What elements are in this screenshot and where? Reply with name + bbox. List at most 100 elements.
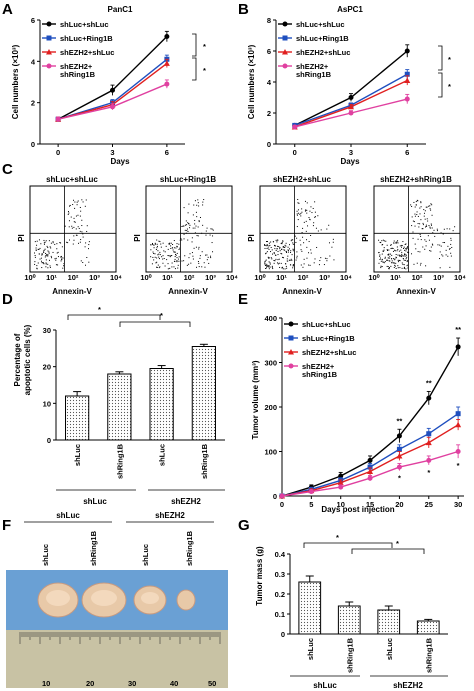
flow-event-dot (267, 256, 269, 258)
flow-event-dot (62, 267, 64, 269)
flow-event-dot (296, 257, 298, 259)
flow-event-dot (398, 250, 400, 252)
flow-event-dot (411, 225, 413, 227)
panel-e-data-point (455, 421, 462, 428)
flow-event-dot (155, 243, 157, 245)
panel-a-data-point (163, 60, 170, 66)
flow-event-dot (185, 220, 187, 222)
panel-a-data-point (110, 104, 115, 110)
panel-e-ytick-label: 300 (264, 359, 277, 368)
panel-f-lane-4: shRing1B (185, 530, 194, 566)
flow-event-dot (156, 247, 158, 249)
flow-event-dot (68, 226, 70, 228)
flow-event-dot (401, 267, 403, 269)
flow-event-dot (397, 242, 399, 244)
flow-event-dot (203, 262, 205, 264)
ruler-label-40: 40 (170, 679, 178, 688)
panel-a-xlabel: Days (110, 157, 130, 166)
panel-a-data-point (55, 116, 61, 122)
flow-xtick-label: 10⁴ (340, 273, 352, 282)
panel-g-group-1: shLuc (313, 681, 337, 690)
panel-d-sig-1: * (98, 305, 101, 314)
flow-event-dot (266, 244, 268, 246)
panel-d-bar (191, 346, 216, 441)
flow-event-dot (289, 259, 291, 261)
flow-event-dot (277, 254, 279, 256)
flow-event-dot (88, 241, 90, 243)
flow-event-dot (189, 253, 191, 255)
flow-event-dot (394, 258, 396, 260)
flow-event-dot (426, 225, 428, 227)
flow-event-dot (271, 249, 273, 251)
flow-event-dot (430, 223, 432, 225)
flow-event-dot (305, 209, 307, 211)
flow-event-dot (88, 244, 90, 246)
flow-event-dot (300, 212, 302, 214)
flow-event-dot (430, 203, 432, 205)
panel-a-legend-label: shEZH2+shLuc (60, 48, 114, 57)
flow-event-dot (184, 255, 186, 257)
flow-event-dot (41, 253, 43, 255)
flow-event-dot (296, 210, 298, 212)
flow-event-dot (450, 237, 452, 239)
flow-event-dot (79, 230, 81, 232)
panel-b-ytick-label: 4 (267, 78, 272, 87)
flow-event-dot (275, 239, 277, 241)
panel-a-legend-label: shLuc+Ring1B (60, 34, 113, 43)
flow-event-dot (388, 257, 390, 259)
flow-event-dot (422, 222, 424, 224)
flow-event-dot (183, 207, 185, 209)
flow-event-dot (41, 262, 43, 264)
flow-event-dot (379, 257, 381, 259)
flow-event-dot (163, 258, 165, 260)
flow-event-dot (40, 260, 42, 262)
flow-event-dot (412, 237, 414, 239)
flow-event-dot (419, 264, 421, 266)
panel-a-data-point (110, 87, 115, 93)
flow-event-dot (77, 200, 79, 202)
flow-event-dot (295, 259, 297, 261)
flow-event-dot (264, 263, 266, 265)
flow-event-dot (173, 240, 175, 242)
flow-event-dot (401, 246, 403, 248)
flow-event-dot (270, 247, 272, 249)
flow-event-dot (417, 238, 419, 240)
panel-d-ytick-label: 10 (43, 399, 51, 408)
flow-event-dot (292, 239, 294, 241)
flow-event-dot (310, 252, 312, 254)
panel-letter-e: E (238, 291, 248, 308)
panel-b-ytick-label: 8 (267, 16, 271, 25)
flow-event-dot (212, 251, 214, 253)
flow-event-dot (166, 259, 168, 261)
flow-event-dot (191, 241, 193, 243)
flow-event-dot (276, 262, 278, 264)
flow-event-dot (264, 244, 266, 246)
panel-a-legend-marker (46, 21, 52, 27)
flow-event-dot (405, 254, 407, 256)
panel-b-legend-marker (282, 21, 288, 27)
panel-g-sig-1: * (336, 533, 339, 542)
flow-event-dot (50, 255, 52, 257)
flow-event-dot (276, 241, 278, 243)
flow-event-dot (424, 239, 426, 241)
panel-g-bar (377, 609, 401, 635)
flow-event-dot (162, 242, 164, 244)
flow-event-dot (162, 258, 164, 260)
flow-event-dot (174, 268, 176, 270)
panel-g-ytick-label: 0.1 (275, 610, 285, 619)
flow-event-dot (429, 227, 431, 229)
flow-event-dot (52, 251, 54, 253)
panel-e-sig-bottom: * (427, 468, 430, 477)
flow-event-dot (188, 263, 190, 265)
flow-event-dot (293, 243, 295, 245)
flow-event-dot (179, 239, 181, 241)
flow-event-dot (402, 247, 404, 249)
panel-e-legend-marker (288, 335, 294, 341)
panel-e-data-point (367, 468, 374, 475)
flow-event-dot (393, 262, 395, 264)
flow-event-dot (399, 260, 401, 262)
flow-event-dot (69, 205, 71, 207)
flow-event-dot (42, 262, 44, 264)
flow-event-dot (78, 227, 80, 229)
flow-event-dot (56, 252, 58, 254)
